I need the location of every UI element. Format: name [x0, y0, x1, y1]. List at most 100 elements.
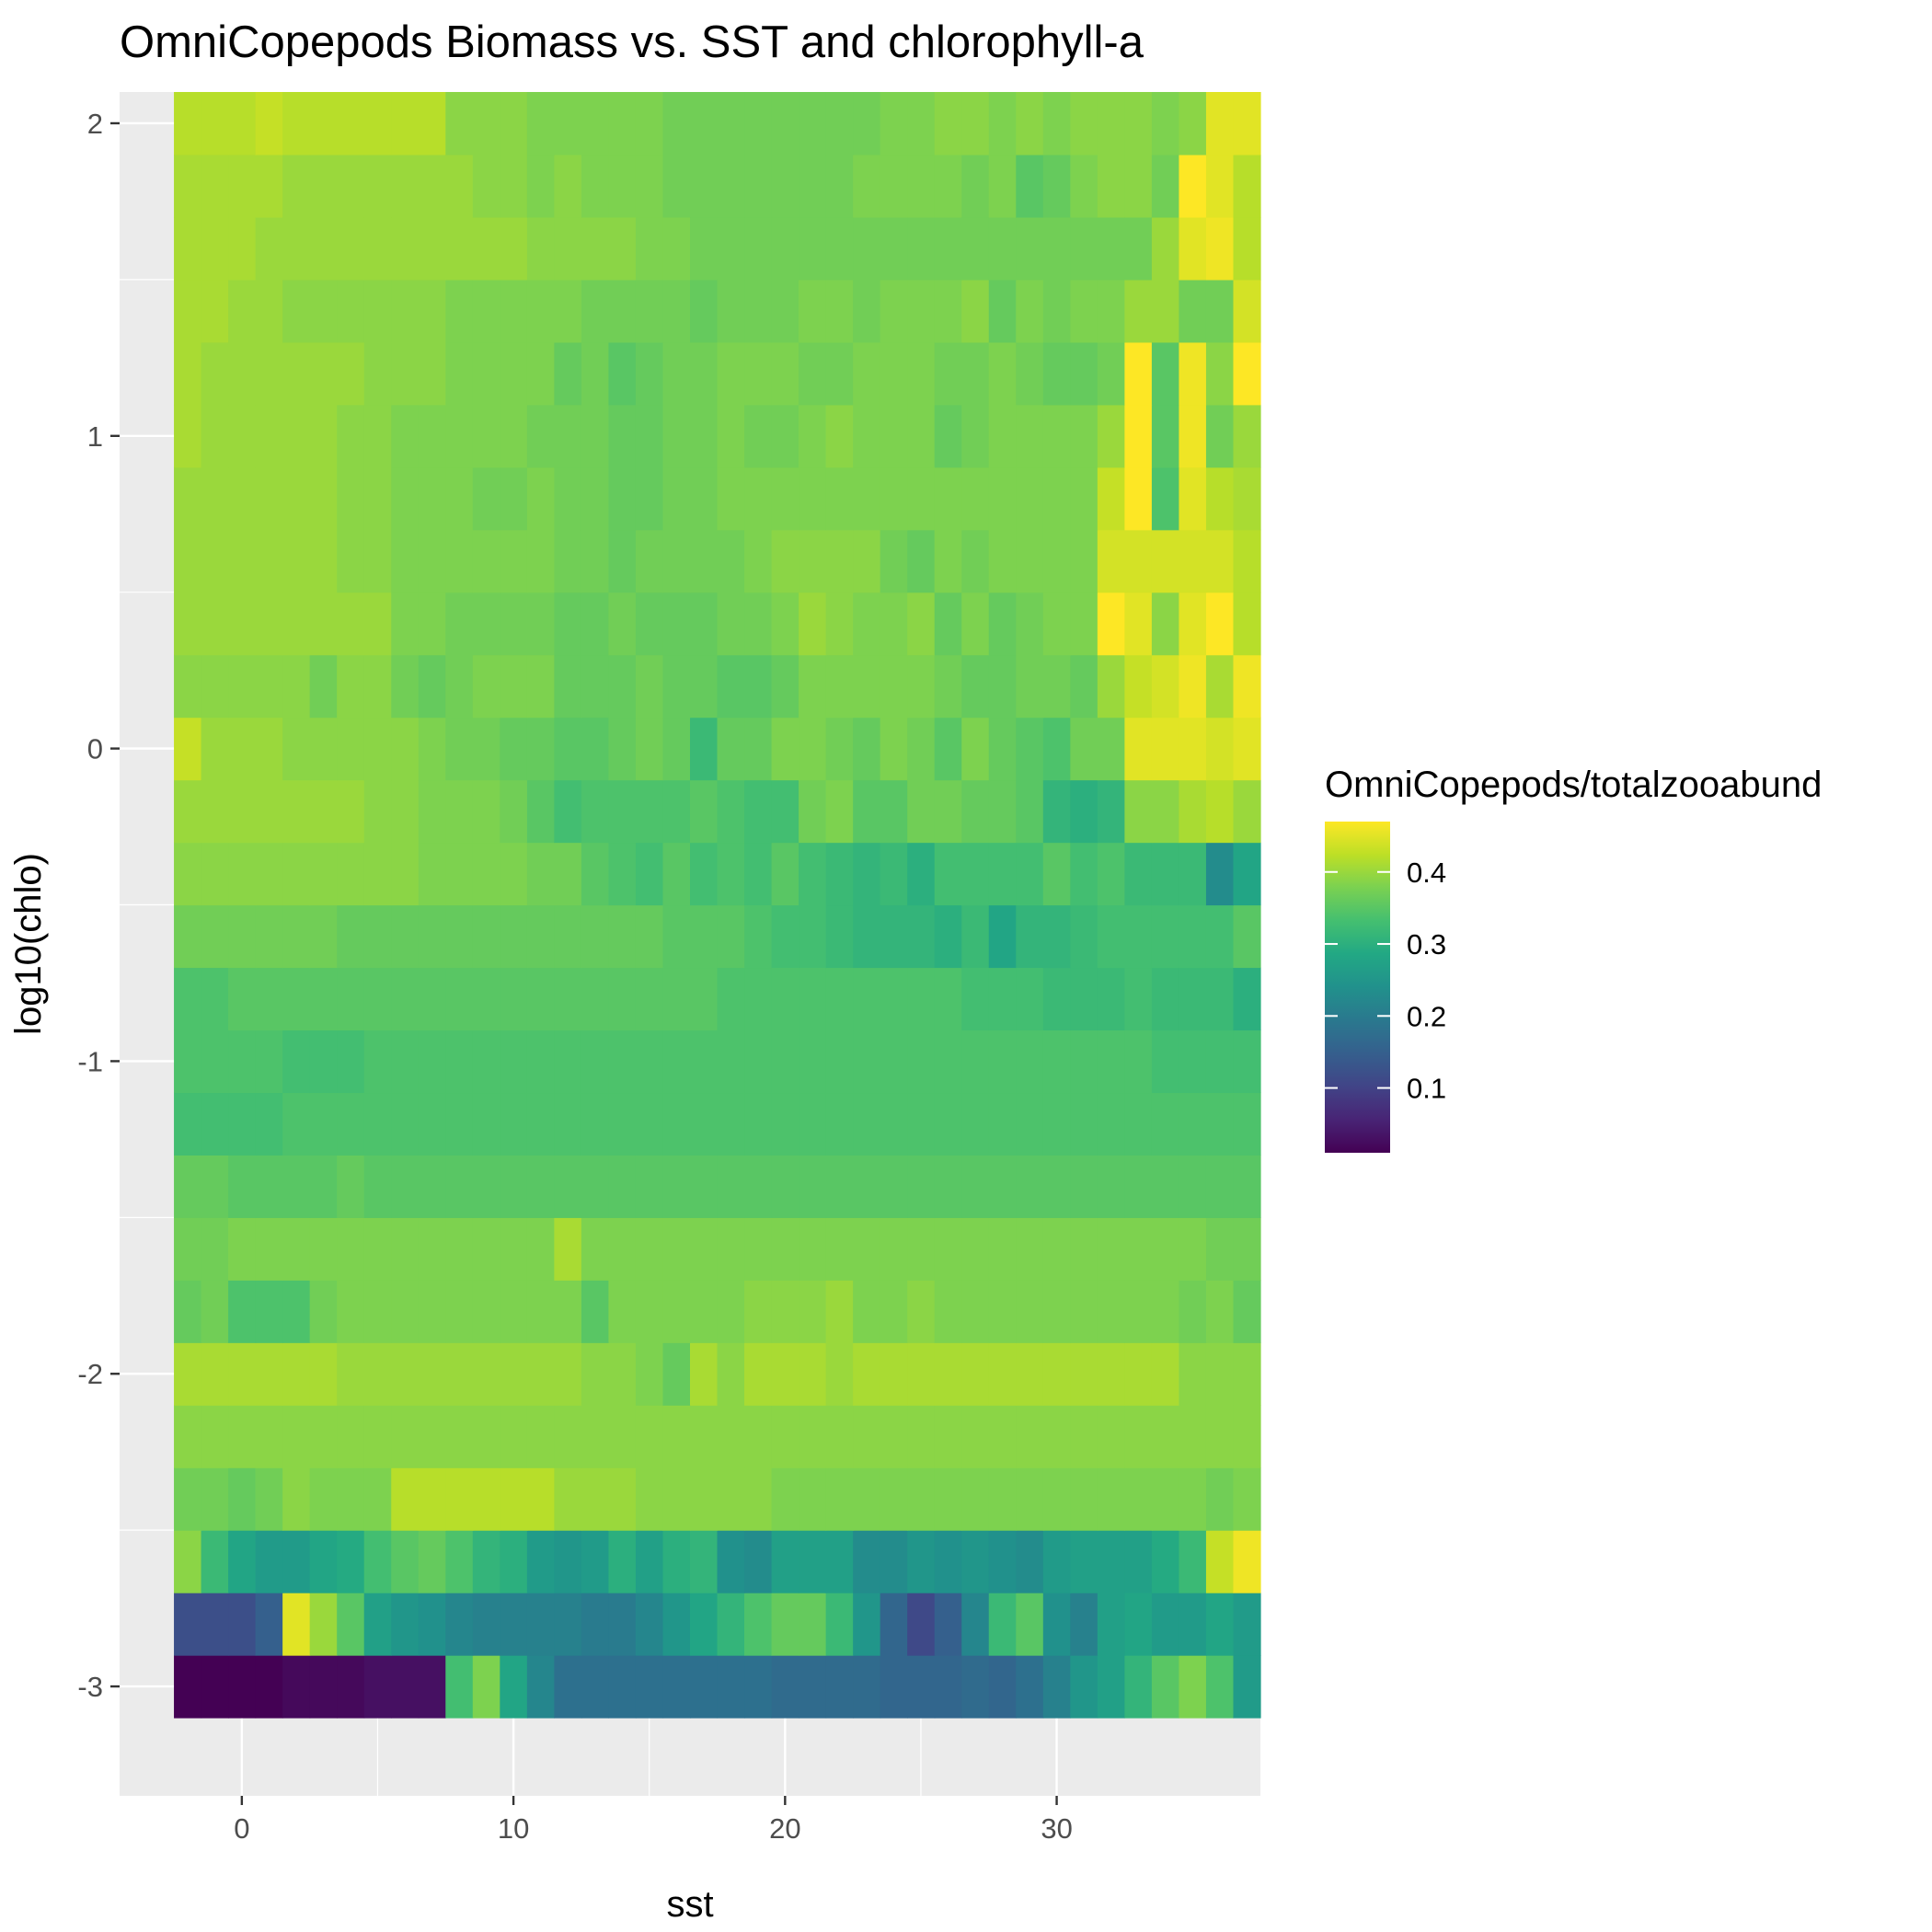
heatmap-tile	[1097, 216, 1125, 281]
heatmap-tile	[825, 1029, 854, 1094]
heatmap-tile	[853, 1029, 881, 1094]
heatmap-tile	[907, 1155, 936, 1218]
heatmap-tile	[391, 1029, 420, 1094]
heatmap-tile	[1070, 904, 1098, 969]
heatmap-tile	[500, 1029, 528, 1094]
heatmap-tile	[1042, 154, 1071, 218]
heatmap-tile	[853, 216, 881, 281]
heatmap-tile	[363, 404, 392, 468]
heatmap-tile	[771, 341, 799, 406]
heatmap-tile	[500, 1280, 528, 1343]
heatmap-tile	[1070, 967, 1098, 1031]
heatmap-tile	[174, 154, 202, 218]
heatmap-tile	[554, 904, 582, 969]
heatmap-tile	[472, 529, 500, 593]
heatmap-tile	[526, 904, 555, 969]
heatmap-tile	[1097, 967, 1125, 1031]
heatmap-tile	[309, 654, 338, 719]
heatmap-tile	[1097, 1467, 1125, 1531]
heatmap-tile	[526, 1467, 555, 1531]
heatmap-tile	[799, 279, 827, 343]
heatmap-tile	[472, 967, 500, 1031]
heatmap-tile	[1179, 592, 1207, 656]
heatmap-tile	[934, 154, 962, 218]
heatmap-tile	[1179, 1029, 1207, 1094]
heatmap-tile	[337, 466, 365, 531]
heatmap-tile	[1070, 654, 1098, 719]
heatmap-tile	[174, 779, 202, 844]
heatmap-tile	[662, 1092, 691, 1156]
heatmap-tile	[1097, 529, 1125, 593]
heatmap-tile	[961, 904, 990, 969]
heatmap-tile	[825, 1467, 854, 1531]
heatmap-tile	[1097, 92, 1125, 155]
heatmap-tile	[662, 654, 691, 719]
heatmap-tile	[1179, 92, 1207, 155]
heatmap-tile	[1016, 1655, 1044, 1719]
heatmap-tile	[1179, 529, 1207, 593]
heatmap-tile	[1124, 154, 1153, 218]
heatmap-tile	[907, 1593, 936, 1656]
heatmap-tile	[337, 1280, 365, 1343]
heatmap-tile	[391, 341, 420, 406]
heatmap-tile	[799, 1467, 827, 1531]
heatmap-tile	[201, 404, 229, 468]
heatmap-tile	[1233, 1467, 1261, 1531]
colorbar-ticks: 0.1 0.2 0.3 0.4	[1325, 857, 1446, 1105]
heatmap-tile	[472, 904, 500, 969]
heatmap-tile	[255, 341, 283, 406]
heatmap-tile	[472, 1029, 500, 1094]
heatmap-tile	[635, 1593, 664, 1656]
heatmap-tile	[690, 1217, 719, 1281]
heatmap-tile	[744, 1092, 773, 1156]
heatmap-tile	[554, 154, 582, 218]
heatmap-tile	[309, 1655, 338, 1719]
heatmap-tile	[744, 1405, 773, 1468]
heatmap-tile	[690, 592, 719, 656]
heatmap-tile	[744, 404, 773, 468]
heatmap-tile	[961, 1342, 990, 1406]
heatmap-tile	[1205, 1655, 1235, 1719]
heatmap-tile	[1179, 1092, 1207, 1156]
heatmap-tile	[1042, 1405, 1071, 1468]
heatmap-tile	[337, 154, 365, 218]
heatmap-tile	[1016, 904, 1044, 969]
heatmap-tile	[853, 717, 881, 781]
heatmap-tile	[690, 1530, 719, 1593]
heatmap-tile	[1205, 92, 1235, 155]
heatmap-tile	[418, 1029, 446, 1094]
heatmap-tile	[1233, 529, 1261, 593]
heatmap-tile	[500, 92, 528, 155]
x-tick-label: 20	[769, 1812, 800, 1845]
heatmap-tile	[1042, 92, 1071, 155]
heatmap-tile	[1233, 1029, 1261, 1094]
heatmap-tile	[717, 216, 745, 281]
heatmap-tile	[554, 1655, 582, 1719]
heatmap-tile	[853, 1655, 881, 1719]
heatmap-tile	[554, 1029, 582, 1094]
heatmap-tile	[717, 1530, 745, 1593]
heatmap-tile	[1124, 1655, 1153, 1719]
heatmap-tile	[201, 1467, 229, 1531]
heatmap-tile	[799, 529, 827, 593]
heatmap-tile	[1070, 279, 1098, 343]
heatmap-tile	[554, 1405, 582, 1468]
heatmap-tile	[1124, 904, 1153, 969]
heatmap-tile	[1016, 654, 1044, 719]
heatmap-tile	[1042, 592, 1071, 656]
heatmap-tile	[309, 1092, 338, 1156]
heatmap-tile	[337, 1655, 365, 1719]
heatmap-tile	[961, 592, 990, 656]
heatmap-tile	[418, 92, 446, 155]
heatmap-tile	[717, 529, 745, 593]
heatmap-tile	[500, 1342, 528, 1406]
heatmap-tile	[309, 341, 338, 406]
heatmap-tile	[934, 1467, 962, 1531]
heatmap-tile	[907, 842, 936, 906]
heatmap-tile	[282, 1029, 311, 1094]
heatmap-tile	[418, 1467, 446, 1531]
heatmap-tile	[337, 92, 365, 155]
heatmap-tile	[934, 1029, 962, 1094]
heatmap-tile	[825, 904, 854, 969]
heatmap-tile	[500, 529, 528, 593]
